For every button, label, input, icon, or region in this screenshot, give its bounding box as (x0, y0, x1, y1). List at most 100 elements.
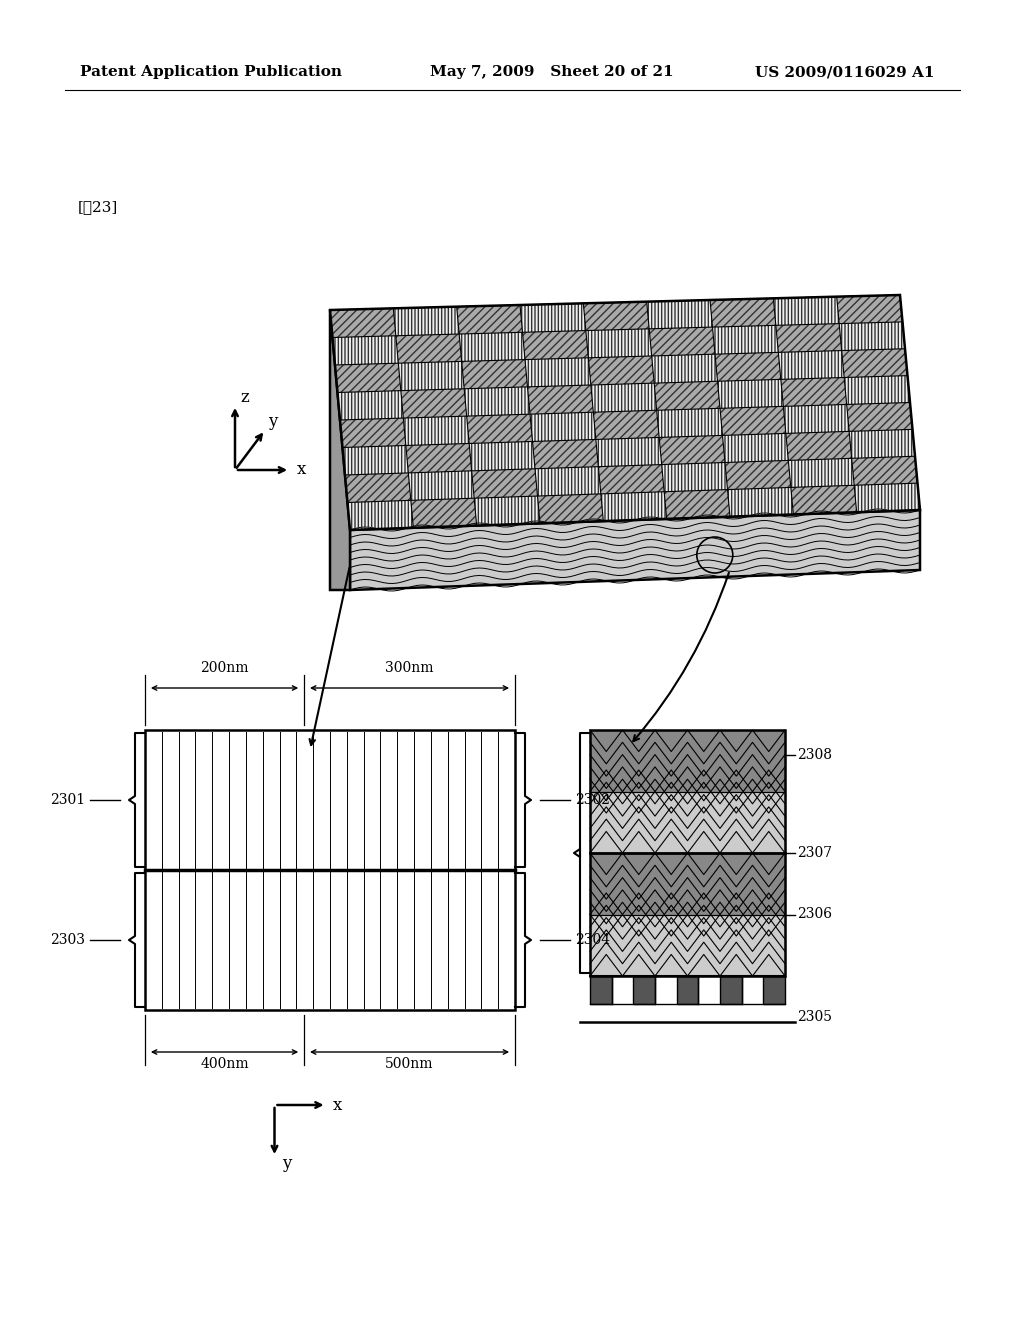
Polygon shape (527, 385, 593, 414)
Text: 2303: 2303 (50, 933, 85, 946)
Polygon shape (393, 306, 459, 335)
Polygon shape (338, 391, 403, 420)
Text: x: x (333, 1097, 342, 1114)
Text: 500nm: 500nm (385, 1057, 434, 1071)
Text: 2307: 2307 (797, 846, 833, 861)
Polygon shape (472, 469, 538, 498)
Polygon shape (778, 351, 844, 379)
Polygon shape (522, 330, 589, 359)
Polygon shape (842, 348, 907, 378)
Polygon shape (720, 407, 785, 436)
Polygon shape (464, 387, 530, 416)
Text: z: z (240, 388, 249, 405)
Polygon shape (791, 486, 857, 515)
Polygon shape (403, 416, 469, 445)
Bar (145, 730, 515, 870)
Polygon shape (651, 354, 718, 383)
Bar (590, 730, 785, 792)
Bar (633, 975, 655, 1005)
Polygon shape (400, 389, 467, 418)
Polygon shape (773, 297, 839, 325)
Polygon shape (350, 510, 920, 590)
Text: [囲23]: [囲23] (78, 201, 118, 214)
Polygon shape (462, 359, 527, 389)
Polygon shape (525, 358, 591, 387)
Text: 2308: 2308 (797, 747, 831, 762)
Polygon shape (837, 294, 902, 323)
Polygon shape (847, 403, 912, 432)
Polygon shape (532, 440, 598, 469)
Polygon shape (530, 412, 596, 441)
Polygon shape (844, 376, 910, 404)
Polygon shape (665, 490, 730, 519)
Polygon shape (330, 310, 350, 590)
Polygon shape (647, 300, 713, 329)
Bar (590, 853, 785, 915)
Polygon shape (785, 432, 852, 461)
Polygon shape (520, 304, 586, 333)
Polygon shape (718, 379, 783, 408)
Polygon shape (342, 445, 409, 475)
Bar (590, 792, 785, 853)
Polygon shape (727, 487, 794, 516)
Polygon shape (723, 433, 788, 462)
Polygon shape (662, 462, 727, 492)
Polygon shape (725, 461, 791, 490)
Text: x: x (297, 462, 306, 479)
Polygon shape (333, 335, 398, 366)
Polygon shape (654, 381, 720, 411)
Polygon shape (538, 494, 603, 523)
Polygon shape (330, 309, 396, 338)
Polygon shape (586, 329, 651, 358)
Bar (677, 975, 698, 1005)
Bar (590, 730, 785, 792)
Text: Patent Application Publication: Patent Application Publication (80, 65, 342, 79)
Polygon shape (849, 429, 915, 458)
Text: 2302: 2302 (575, 793, 610, 807)
Bar (590, 792, 785, 853)
Polygon shape (783, 404, 849, 433)
Polygon shape (459, 333, 525, 362)
Polygon shape (854, 483, 920, 512)
Polygon shape (598, 465, 665, 494)
Text: 2305: 2305 (797, 1010, 831, 1024)
Bar (720, 975, 741, 1005)
Text: 400nm: 400nm (201, 1057, 249, 1071)
Bar (590, 853, 785, 915)
Polygon shape (535, 467, 601, 496)
Polygon shape (340, 418, 406, 447)
Text: y: y (268, 413, 278, 430)
Text: 2306: 2306 (797, 908, 831, 921)
Polygon shape (656, 408, 723, 437)
Polygon shape (776, 323, 842, 352)
Text: 2301: 2301 (50, 793, 85, 807)
Polygon shape (406, 444, 472, 473)
Polygon shape (649, 327, 715, 356)
Polygon shape (788, 458, 854, 487)
Polygon shape (398, 362, 464, 391)
Polygon shape (713, 325, 778, 354)
Polygon shape (591, 383, 656, 412)
Bar (590, 915, 785, 975)
Polygon shape (345, 473, 411, 503)
Polygon shape (347, 500, 414, 531)
Polygon shape (396, 334, 462, 363)
Text: May 7, 2009   Sheet 20 of 21: May 7, 2009 Sheet 20 of 21 (430, 65, 674, 79)
Text: 200nm: 200nm (201, 661, 249, 675)
Polygon shape (411, 498, 476, 528)
Bar (590, 915, 785, 975)
Polygon shape (659, 436, 725, 465)
Polygon shape (409, 471, 474, 500)
Polygon shape (781, 378, 847, 407)
Polygon shape (584, 302, 649, 330)
Polygon shape (457, 305, 522, 334)
Polygon shape (596, 437, 662, 467)
Text: 300nm: 300nm (385, 661, 434, 675)
Text: US 2009/0116029 A1: US 2009/0116029 A1 (755, 65, 935, 79)
Bar (763, 975, 785, 1005)
Polygon shape (467, 414, 532, 444)
Polygon shape (589, 356, 654, 385)
Polygon shape (852, 457, 918, 486)
Polygon shape (469, 441, 535, 471)
Polygon shape (715, 352, 781, 381)
